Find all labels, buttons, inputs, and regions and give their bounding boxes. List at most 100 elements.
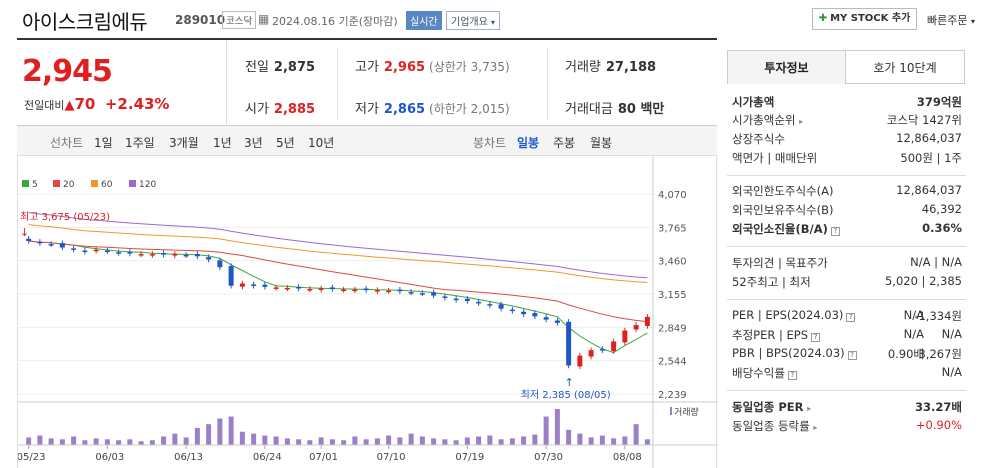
candle-body	[172, 254, 178, 256]
tab-order-book[interactable]: 호가 10단계	[846, 50, 965, 84]
info-icon[interactable]: ?	[811, 333, 821, 342]
foreign-limit-value: 12,864,037	[896, 183, 962, 197]
volume-bar	[532, 434, 538, 445]
upper-limit: (상한가 3,735)	[429, 60, 510, 74]
candle-body	[149, 254, 155, 256]
volume-bar	[48, 438, 54, 445]
industry-per-label: 동일업종 PER	[732, 400, 804, 414]
chevron-down-icon: ▾	[491, 18, 496, 27]
volume: 거래량 27,188	[565, 56, 656, 75]
amount-value: 80 백만	[617, 102, 665, 117]
realtime-button[interactable]: 실시간	[406, 11, 442, 30]
market-cap-row: 시가총액 379억원	[732, 94, 962, 112]
volume-bar	[273, 436, 279, 445]
candle-body	[442, 296, 448, 298]
period-3m[interactable]: 3개월	[169, 136, 199, 150]
stock-code: 289010	[175, 13, 226, 27]
volume-bar	[82, 440, 88, 445]
candle-body	[217, 260, 223, 268]
tab-investment-info[interactable]: 투자정보	[727, 50, 846, 84]
candle-body	[431, 292, 437, 296]
candle-chart-label: 봉차트	[473, 136, 507, 150]
volume-bar	[453, 440, 459, 445]
price-chart: 5 20 60 120 4,070 3,765 3,460 3,155 2,849 2,544 2…	[17, 156, 718, 468]
add-mystock-button[interactable]: ✚ MY STOCK 추가	[812, 8, 917, 30]
info-icon[interactable]: ?	[830, 227, 840, 236]
period-1d[interactable]: 1일	[94, 136, 113, 150]
base-date: 2024.08.16 기준(장마감)	[272, 15, 398, 28]
volume-bar	[408, 433, 414, 445]
par-value-label: 액면가 | 매매단위	[732, 151, 818, 165]
opinion-label: 투자의견 | 목표주가	[732, 256, 828, 270]
volume-bar	[341, 440, 347, 445]
week52-value: 5,020 | 2,385	[884, 274, 962, 288]
price-change: 전일대비▲70 +2.43%	[24, 95, 169, 113]
volume-bar	[554, 409, 560, 445]
y-tick-label: 2,544	[658, 357, 687, 368]
candle-body	[116, 252, 122, 254]
company-info-dropdown[interactable]: 기업개요 ▾	[446, 11, 501, 30]
par-value-row: 액면가 | 매매단위 500원 | 1주	[732, 150, 962, 168]
period-1w[interactable]: 1주일	[125, 136, 155, 150]
volume-bar	[374, 438, 380, 445]
candle-body	[26, 238, 32, 241]
candle-body	[476, 301, 482, 304]
ma-line-120	[28, 212, 648, 279]
y-tick-label: 4,070	[658, 190, 687, 201]
low-price: 저가 2,865 (하한가 2,015)	[355, 98, 510, 117]
plus-icon: ✚	[818, 13, 828, 24]
quick-order-link[interactable]: 빠른주문 ▾	[927, 12, 975, 28]
candle-body	[318, 288, 324, 290]
opinion-row: 투자의견 | 목표주가 N/A | N/A	[732, 255, 962, 273]
prev-close-label: 전일	[245, 60, 269, 75]
info-icon[interactable]: ?	[847, 351, 857, 360]
candle-weekly[interactable]: 주봉	[553, 136, 576, 150]
industry-per-row: 동일업종 PER ▸ 33.27배	[732, 399, 962, 417]
period-10y[interactable]: 10년	[308, 136, 335, 150]
pbr-label: PBR | BPS(2024.03)	[732, 346, 845, 360]
volume-bar	[138, 441, 144, 445]
investment-info-panel: 투자정보 호가 10단계 시가총액 379억원 시가총액순위 ▸ 코스닥 1427위…	[727, 50, 966, 468]
volume-bar	[431, 438, 437, 445]
volume-bar	[318, 437, 324, 445]
x-tick-label: 05/23	[18, 452, 45, 463]
foreign-rate-label: 외국인소진율(B/A)	[732, 222, 828, 236]
volume-bar	[307, 440, 313, 445]
volume-bar	[161, 436, 167, 445]
candle-body	[363, 288, 369, 291]
current-price-box: 2,945 전일대비▲70 +2.43%	[17, 40, 227, 126]
market-cap-rank-row[interactable]: 시가총액순위 ▸ 코스닥 1427위	[732, 112, 962, 130]
est-per-row: 추정PER | EPS? N/A N/A	[732, 327, 962, 345]
candle-body	[644, 316, 650, 326]
x-tick-label: 07/30	[534, 452, 563, 463]
industry-rate-row: 동일업종 등락률 ▸ +0.90%	[732, 418, 962, 436]
candle-body	[127, 251, 133, 254]
volume-bar	[352, 436, 358, 445]
info-icon[interactable]: ?	[787, 371, 797, 380]
candle-daily[interactable]: 일봉	[517, 136, 540, 150]
low-value: 2,865	[383, 102, 426, 117]
candlestick-chart: 5 20 60 120 4,070 3,765 3,460 3,155 2,849 2,544 2…	[18, 156, 718, 468]
period-5y[interactable]: 5년	[276, 136, 295, 150]
legend-label: 60	[101, 180, 113, 190]
low-label: 저가	[355, 102, 379, 117]
volume-bar	[93, 438, 99, 445]
x-tick-label: 06/03	[95, 452, 124, 463]
candle-body	[82, 250, 88, 253]
period-3y[interactable]: 3년	[244, 136, 263, 150]
stock-header: 아이스크림에듀 289010 코스닥 ▦ 2024.08.16 기준(장마감) …	[0, 0, 999, 38]
x-tick-label: 06/13	[174, 452, 203, 463]
listed-shares-row: 상장주식수 12,864,037	[732, 131, 962, 149]
dividend-label: 배당수익률	[732, 366, 785, 380]
candle-body	[588, 350, 594, 357]
candle-body	[138, 254, 144, 256]
open-value: 2,885	[273, 102, 316, 117]
per-label: PER | EPS(2024.03)	[732, 308, 844, 322]
week52-label: 52주최고 | 최저	[732, 275, 811, 289]
change-percent: +2.43%	[104, 95, 170, 113]
candle-monthly[interactable]: 월봉	[590, 136, 613, 150]
up-triangle-icon: ▲	[64, 98, 75, 113]
candle-body	[419, 293, 425, 295]
info-icon[interactable]: ?	[846, 313, 856, 322]
period-1y[interactable]: 1년	[213, 136, 232, 150]
